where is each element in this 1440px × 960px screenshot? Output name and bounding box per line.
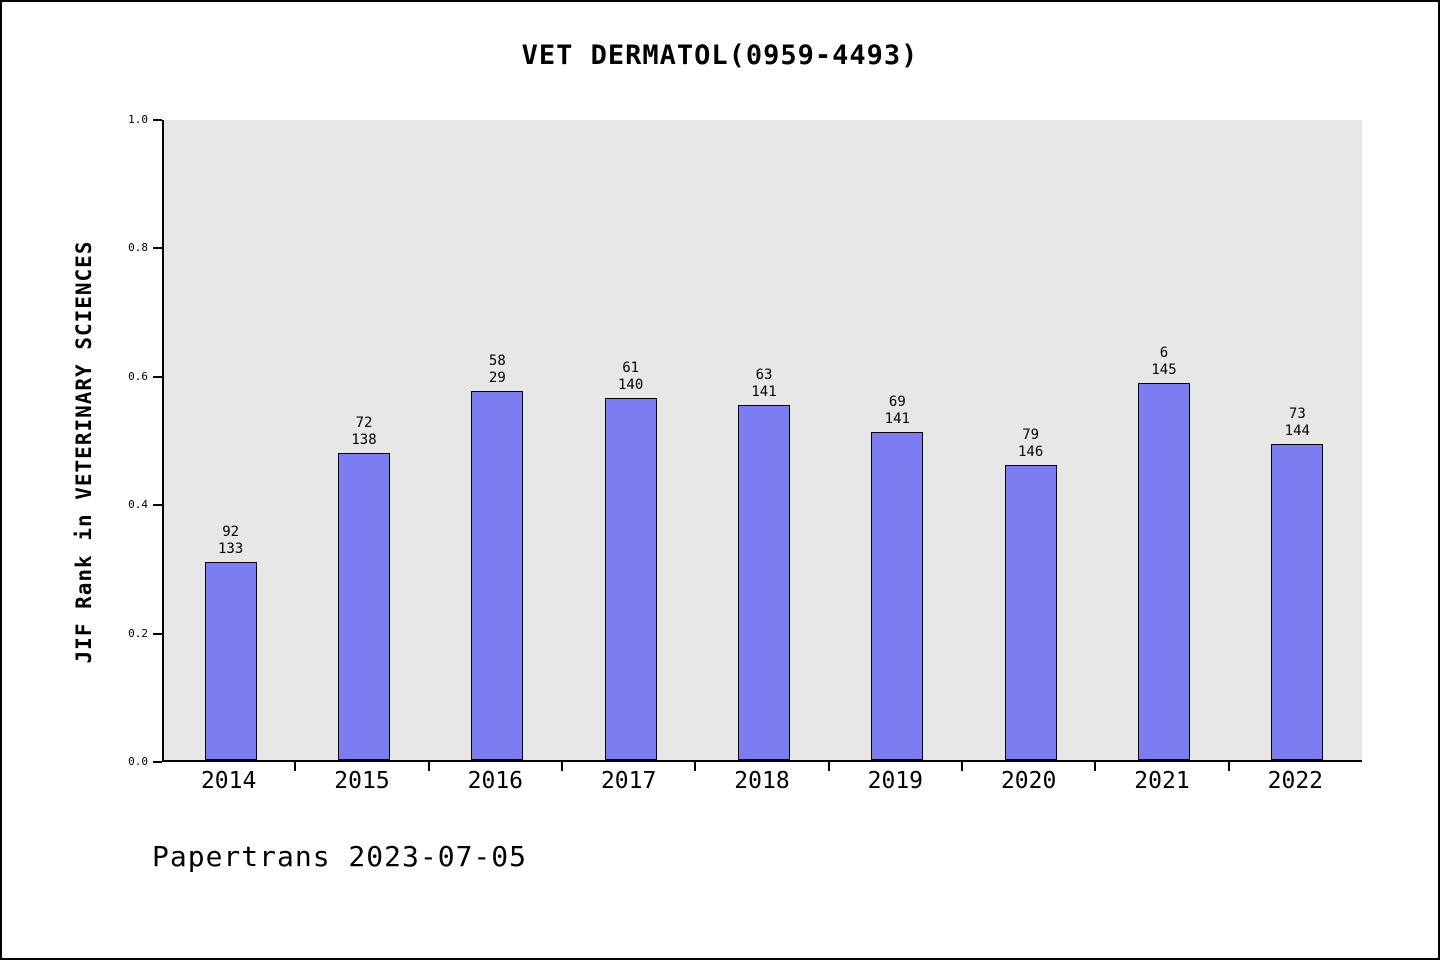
- y-tick-label: 0.4: [128, 498, 148, 512]
- bar-2021: [1138, 383, 1190, 760]
- x-tick-label-2021: 2021: [1134, 768, 1190, 794]
- y-tick-mark: [153, 761, 162, 763]
- bar-value-label-2022: 73 144: [1284, 405, 1310, 439]
- bar-value-label-2016: 58 29: [488, 352, 506, 386]
- y-tick-label: 0.2: [128, 626, 148, 640]
- chart-title: VET DERMATOL(0959-4493): [521, 40, 919, 71]
- y-tick-label: 0.0: [128, 755, 148, 768]
- x-tick-label-2017: 2017: [600, 768, 657, 794]
- bar-2020: [1004, 465, 1057, 760]
- x-tick-mark: [427, 762, 430, 771]
- x-tick-label-2014: 2014: [200, 768, 257, 794]
- y-tick-mark: [153, 632, 162, 635]
- x-tick-mark: [694, 762, 697, 771]
- y-tick-mark: [153, 504, 162, 507]
- x-tick-mark: [561, 762, 563, 771]
- x-tick-label-2020: 2020: [1000, 768, 1057, 794]
- bar-value-label-2021: 6 145: [1151, 345, 1177, 379]
- y-tick-label: 0.6: [128, 369, 148, 383]
- y-tick-label: 1.0: [128, 113, 148, 126]
- x-tick-label-2016: 2016: [467, 768, 524, 794]
- bar-value-label-2014: 92 133: [218, 524, 244, 558]
- x-tick-mark: [1227, 762, 1230, 771]
- bar-value-label-2017: 61 140: [618, 359, 644, 393]
- x-tick-label-2019: 2019: [867, 768, 924, 794]
- y-tick-mark: [153, 247, 162, 250]
- bar-2019: [871, 431, 924, 760]
- bar-2014: [204, 562, 257, 760]
- x-tick-label-2015: 2015: [334, 768, 390, 794]
- x-tick-mark: [1094, 762, 1097, 771]
- bar-2022: [1271, 443, 1324, 760]
- plot-area: 0.0 0.2 0.4 0.6 0.8 1.0 92 133 72 138 58 29 61 14…: [128, 113, 1362, 768]
- x-tick-label-2018: 2018: [734, 768, 790, 794]
- bar-value-label-2018: 63 141: [751, 366, 777, 400]
- bar-2015: [338, 453, 390, 760]
- x-tick-mark: [961, 762, 963, 771]
- x-tick-mark: [294, 762, 297, 771]
- y-tick-mark: [153, 375, 162, 378]
- footer-watermark: Papertrans 2023-07-05: [152, 840, 528, 873]
- bar-value-label-2015: 72 138: [351, 415, 377, 449]
- bar-2018: [738, 404, 790, 760]
- bar-2016: [471, 390, 524, 760]
- y-tick-label: 0.8: [128, 241, 148, 255]
- bar-value-label-2020: 79 146: [1018, 427, 1044, 461]
- x-tick-mark: [827, 762, 830, 771]
- bar-value-label-2019: 69 141: [884, 393, 910, 427]
- y-tick-mark: [153, 119, 162, 121]
- bar-2017: [604, 397, 657, 760]
- y-axis-label: JIF Rank in VETERINARY SCIENCES: [72, 240, 96, 664]
- x-tick-label-2022: 2022: [1267, 768, 1324, 794]
